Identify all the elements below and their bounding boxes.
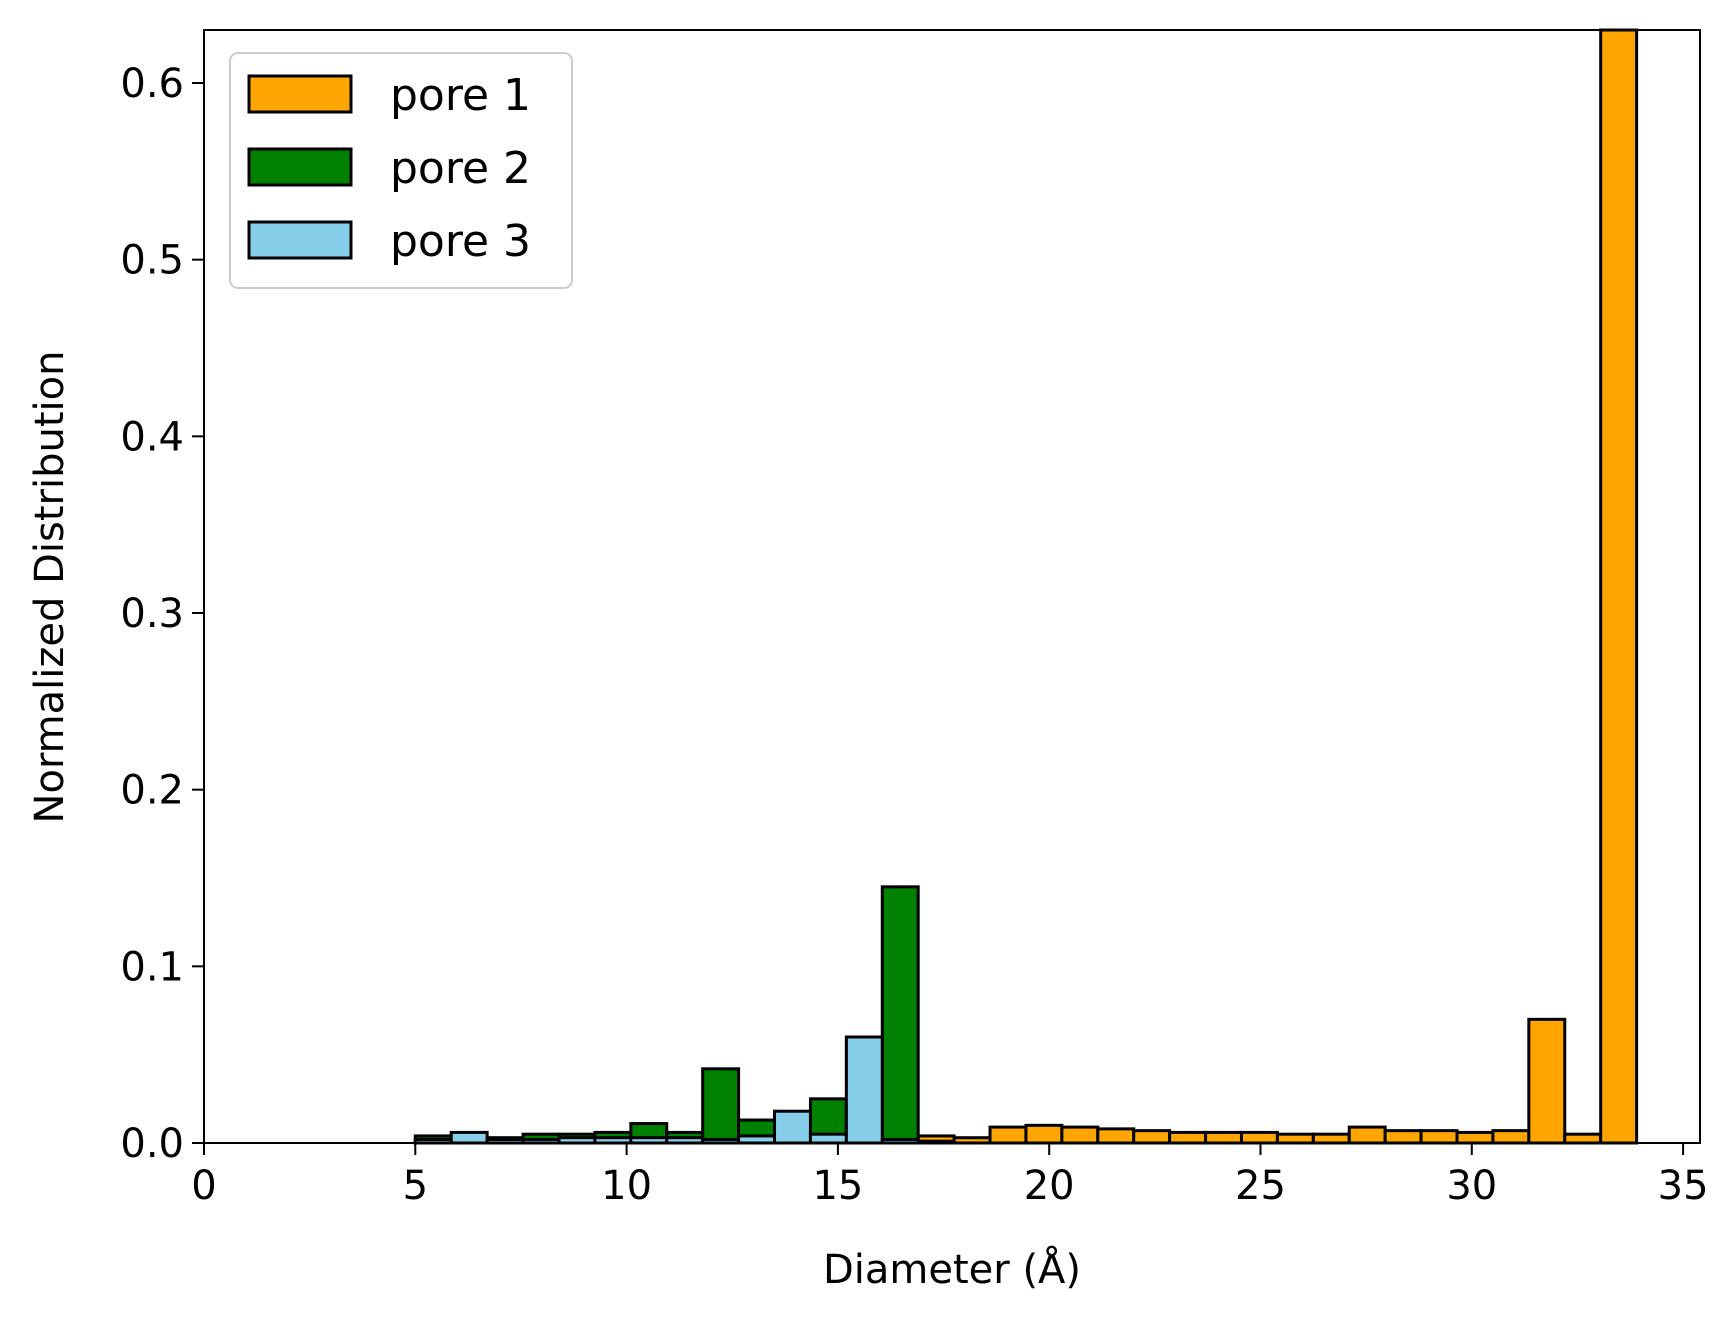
bar-pore-1-33 xyxy=(1599,28,1639,1145)
x-tick-label: 0 xyxy=(191,1163,216,1209)
bar-pore-1-31 xyxy=(1527,1017,1567,1145)
y-tick-label: 0.2 xyxy=(120,768,184,814)
axes-layer: 0 5 10 15 20 25 30 35 0.0 0.1 0.2 0.3 0.4 0.5 0.6 xyxy=(120,29,1709,1209)
y-tick-label: 0.0 xyxy=(120,1121,184,1167)
bar-pore-1-16 xyxy=(988,1125,1028,1145)
y-axis-label: Normalized Distribution xyxy=(27,351,73,824)
legend-swatch-pore-1 xyxy=(247,74,353,114)
y-tick-label: 0.5 xyxy=(120,238,184,284)
x-tick-label: 5 xyxy=(403,1163,428,1209)
bar-pore-1-22 xyxy=(1204,1130,1243,1145)
legend: pore 1 pore 2 pore 3 xyxy=(229,52,573,289)
bar-pore-1-21 xyxy=(1168,1130,1208,1145)
x-tick-label: 20 xyxy=(1024,1163,1075,1209)
bar-pore-3-1 xyxy=(449,1130,489,1145)
bar-pore-1-29 xyxy=(1455,1130,1495,1145)
x-axis-label: Diameter (Å) xyxy=(823,1245,1081,1293)
bar-pore-1-23 xyxy=(1239,1130,1279,1145)
bar-pore-3-12 xyxy=(844,1035,884,1145)
bar-pore-1-19 xyxy=(1096,1127,1136,1145)
bar-pore-1-30 xyxy=(1491,1129,1531,1145)
bars-layer xyxy=(413,28,1639,1145)
y-tick-label: 0.3 xyxy=(120,591,184,637)
x-tick-label: 15 xyxy=(812,1163,863,1209)
bar-pore-1-26 xyxy=(1347,1125,1387,1145)
legend-label-pore-2: pore 2 xyxy=(390,143,531,194)
bar-pore-2-8 xyxy=(701,1067,741,1145)
y-tick-label: 0.4 xyxy=(120,414,184,460)
bar-pore-1-18 xyxy=(1060,1125,1100,1145)
y-tick-label: 0.1 xyxy=(120,944,184,990)
bar-pore-2-13 xyxy=(880,885,920,1145)
x-tick-label: 35 xyxy=(1658,1163,1709,1209)
x-tick-label: 30 xyxy=(1446,1163,1497,1209)
bar-pore-1-28 xyxy=(1419,1129,1459,1145)
bar-pore-3-9 xyxy=(737,1134,777,1145)
legend-label-pore-3: pore 3 xyxy=(390,216,531,267)
y-tick-label: 0.6 xyxy=(120,61,184,107)
series-pore-3 xyxy=(413,1035,920,1145)
bar-pore-3-11 xyxy=(808,1132,848,1145)
bar-pore-1-17 xyxy=(1024,1123,1064,1145)
bar-pore-1-32 xyxy=(1563,1132,1603,1145)
bar-pore-1-20 xyxy=(1132,1129,1172,1145)
plot-frame xyxy=(203,29,1701,1144)
bar-pore-1-24 xyxy=(1275,1132,1315,1145)
series-pore-1 xyxy=(413,28,1639,1145)
bar-pore-1-25 xyxy=(1311,1132,1351,1145)
bar-pore-3-10 xyxy=(773,1109,812,1145)
bar-pore-1-27 xyxy=(1383,1129,1423,1145)
legend-label-pore-1: pore 1 xyxy=(390,70,531,121)
legend-swatch-pore-3 xyxy=(247,220,353,260)
x-tick-label: 25 xyxy=(1235,1163,1286,1209)
x-tick-label: 10 xyxy=(601,1163,652,1209)
legend-swatch-pore-2 xyxy=(247,147,353,187)
